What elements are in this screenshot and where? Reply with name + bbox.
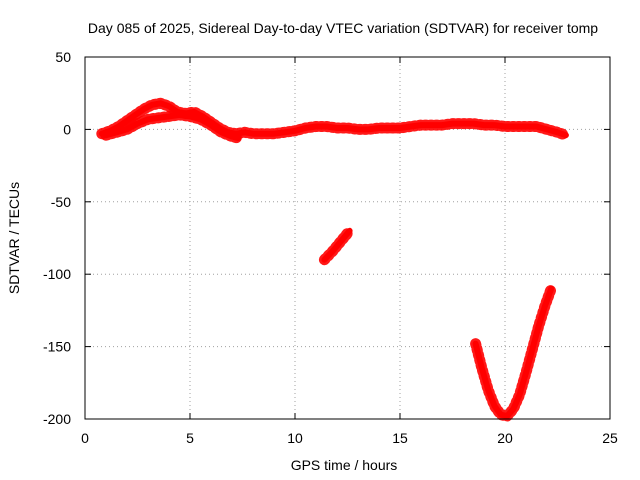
x-tick-label: 25 [602, 430, 618, 446]
sdtvar-segment-2-markers [318, 225, 356, 266]
series-layer [96, 97, 572, 422]
x-tick-label: 20 [497, 430, 513, 446]
y-tick-label: -150 [43, 339, 71, 355]
y-tick-labels: -200 -150 -100 -50 0 50 [43, 49, 71, 427]
y-tick-label: -200 [43, 411, 71, 427]
sdtvar-main-upper-markers [96, 97, 572, 141]
x-tick-label: 5 [186, 430, 194, 446]
x-tick-labels: 0 5 10 15 20 25 [81, 430, 618, 446]
x-tick-label: 15 [392, 430, 408, 446]
y-tick-label: 0 [63, 121, 71, 137]
y-tick-label: 50 [55, 49, 71, 65]
x-axis-label: GPS time / hours [291, 457, 398, 473]
x-tick-label: 10 [287, 430, 303, 446]
sdtvar-main-lower-markers [100, 109, 244, 144]
y-axis-label: SDTVAR / TECUs [6, 182, 22, 294]
chart-title: Day 085 of 2025, Sidereal Day-to-day VTE… [88, 20, 598, 36]
x-tick-label: 0 [81, 430, 89, 446]
y-tick-label: -50 [51, 194, 71, 210]
sdtvar-segment-3-markers [470, 283, 557, 422]
y-tick-label: -100 [43, 266, 71, 282]
plot-frame [84, 56, 611, 420]
